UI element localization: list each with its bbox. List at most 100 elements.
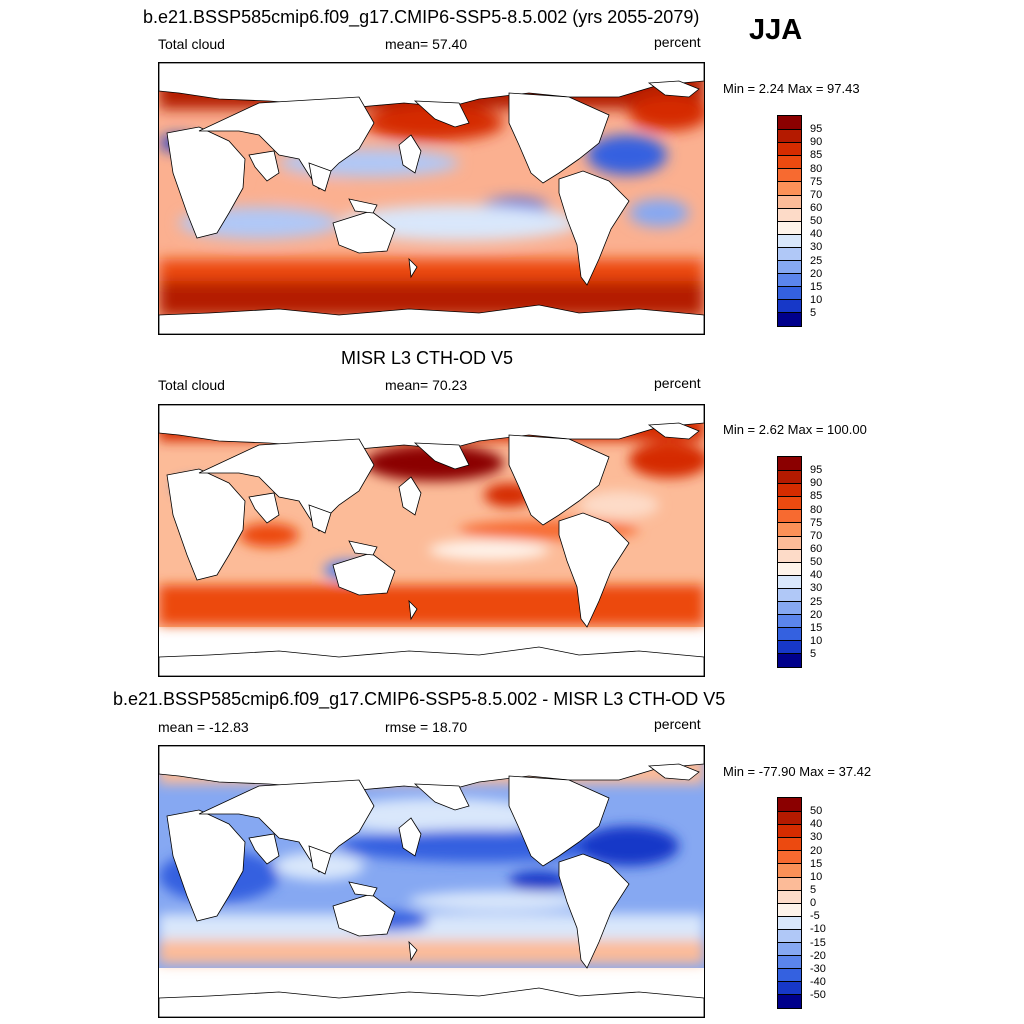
colorbar-swatch <box>778 587 801 602</box>
season-label: JJA <box>749 14 803 46</box>
colorbar-label: 95 <box>810 123 823 135</box>
colorbar-label: -10 <box>810 923 826 935</box>
colorbar-label: 95 <box>810 464 823 476</box>
colorbar-swatch <box>778 915 801 929</box>
colorbar-label: 75 <box>810 176 823 188</box>
colorbar-label: 15 <box>810 858 823 870</box>
panel2-minmax: Min = 2.62 Max = 100.00 <box>723 422 867 437</box>
colorbar-label: 40 <box>810 569 823 581</box>
colorbar-swatch <box>778 614 801 628</box>
colorbar-label: 50 <box>810 805 823 817</box>
colorbar-swatch <box>778 207 801 221</box>
panel2-mean-label: mean= 70.23 <box>385 377 468 393</box>
colorbar-label: 90 <box>810 136 823 148</box>
panel3-map-svg <box>159 746 704 1017</box>
panel1-title: b.e21.BSSP585cmip6.f09_g17.CMIP6-SSP5-8.… <box>143 7 700 27</box>
colorbar-label: 60 <box>810 202 823 214</box>
colorbar-swatch <box>778 968 801 982</box>
colorbar-swatch <box>778 824 801 838</box>
colorbar-label: 60 <box>810 543 823 555</box>
colorbar-label: 40 <box>810 228 823 240</box>
colorbar-label: 30 <box>810 831 823 843</box>
colorbar-swatch <box>778 535 801 549</box>
panel3-map <box>158 745 705 1018</box>
colorbar-swatch <box>778 955 801 969</box>
colorbar-label: -20 <box>810 950 826 962</box>
colorbar-label: 20 <box>810 268 823 280</box>
colorbar-label: -15 <box>810 937 826 949</box>
colorbar-swatch <box>778 837 801 851</box>
colorbar-label: 5 <box>810 648 817 660</box>
colorbar-label: 30 <box>810 582 823 594</box>
colorbar-swatch <box>778 653 801 667</box>
colorbar-label: 15 <box>810 622 823 634</box>
panel3-mean-label: mean = -12.83 <box>158 719 249 735</box>
colorbar-label: 25 <box>810 596 823 608</box>
colorbar-label: 85 <box>810 149 823 161</box>
colorbar-swatch <box>778 470 801 484</box>
colorbar-swatch <box>778 574 801 588</box>
colorbar-label: 10 <box>810 635 823 647</box>
panel2-title: MISR L3 CTH-OD V5 <box>341 348 514 368</box>
colorbar-swatch <box>778 233 801 247</box>
panel1-units-label: percent <box>654 34 701 50</box>
colorbar-label: 90 <box>810 477 823 489</box>
colorbar-swatch <box>778 155 801 169</box>
panel1-mean-label: mean= 57.40 <box>385 36 468 52</box>
colorbar-swatch <box>778 811 801 825</box>
panel3-minmax: Min = -77.90 Max = 37.42 <box>723 764 872 779</box>
colorbar-swatch <box>778 260 801 274</box>
colorbar-swatch <box>778 640 801 654</box>
colorbar-swatch <box>778 850 801 864</box>
colorbar-swatch <box>778 483 801 497</box>
panel1-map-svg <box>159 63 704 334</box>
colorbar-swatch <box>778 889 801 903</box>
panel1-colorbar <box>777 115 802 327</box>
colorbar-swatch <box>778 548 801 562</box>
colorbar-label: 20 <box>810 845 823 857</box>
colorbar-swatch <box>778 509 801 523</box>
colorbar-label: 30 <box>810 241 823 253</box>
colorbar-swatch <box>778 928 801 943</box>
colorbar-label: -50 <box>810 989 826 1001</box>
colorbar-swatch <box>778 194 801 208</box>
colorbar-label: 70 <box>810 530 823 542</box>
panel2-units-label: percent <box>654 375 701 391</box>
panel2-map-svg <box>159 405 704 676</box>
panel3-title: b.e21.BSSP585cmip6.f09_g17.CMIP6-SSP5-8.… <box>113 689 726 709</box>
colorbar-label: -40 <box>810 976 826 988</box>
colorbar-label: 40 <box>810 818 823 830</box>
panel1-map <box>158 62 705 335</box>
colorbar-label: 85 <box>810 490 823 502</box>
colorbar-swatch <box>778 220 801 234</box>
colorbar-swatch <box>778 601 801 615</box>
colorbar-label: 10 <box>810 871 823 883</box>
colorbar-swatch <box>778 994 801 1008</box>
panel2-left-label: Total cloud <box>158 377 225 393</box>
colorbar-swatch <box>778 561 801 575</box>
colorbar-swatch <box>778 798 801 812</box>
colorbar-label: 5 <box>810 307 817 319</box>
colorbar-label: 50 <box>810 556 823 568</box>
colorbar-swatch <box>778 142 801 156</box>
colorbar-swatch <box>778 863 801 877</box>
colorbar-label: 50 <box>810 215 823 227</box>
panel1-minmax: Min = 2.24 Max = 97.43 <box>723 81 860 96</box>
colorbar-swatch <box>778 981 801 995</box>
colorbar-label: 70 <box>810 189 823 201</box>
colorbar-label: -5 <box>810 910 820 922</box>
colorbar-swatch <box>778 902 801 916</box>
colorbar-swatch <box>778 457 801 471</box>
panel3-units-label: percent <box>654 716 701 732</box>
colorbar-swatch <box>778 286 801 300</box>
colorbar-label: 5 <box>810 884 817 896</box>
colorbar-label: 80 <box>810 163 823 175</box>
colorbar-label: 25 <box>810 255 823 267</box>
colorbar-label: 15 <box>810 281 823 293</box>
colorbar-swatch <box>778 273 801 287</box>
colorbar-swatch <box>778 312 801 326</box>
colorbar-swatch <box>778 116 801 130</box>
panel2-colorbar <box>777 456 802 668</box>
colorbar-label: 75 <box>810 517 823 529</box>
colorbar-label: 0 <box>810 897 817 909</box>
